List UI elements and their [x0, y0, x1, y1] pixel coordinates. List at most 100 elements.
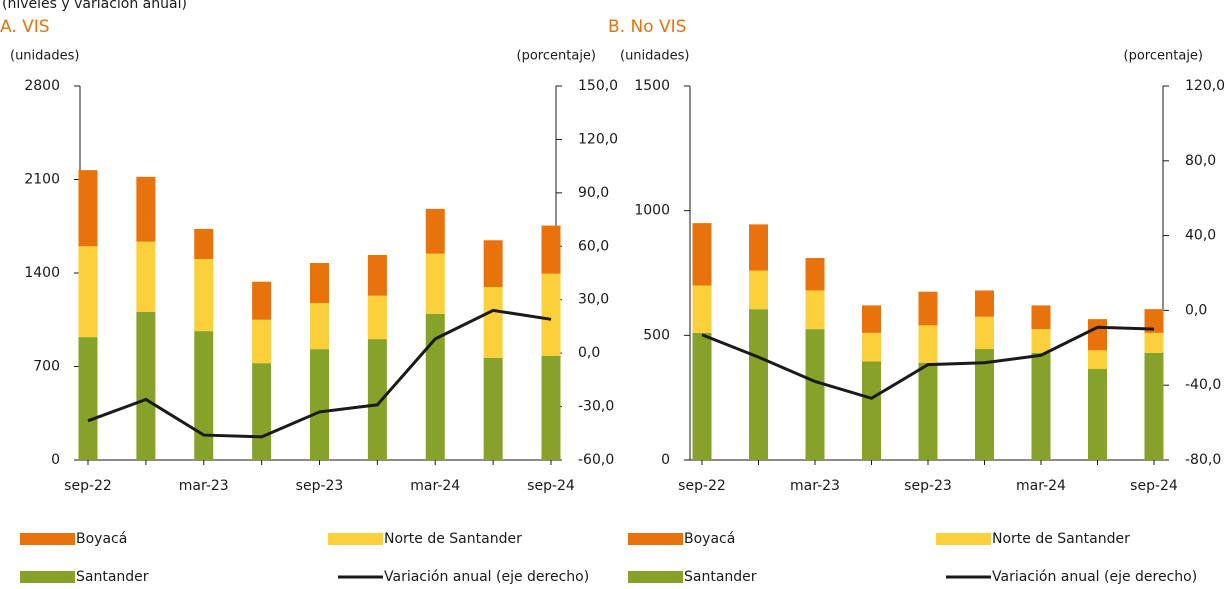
y-axis-label: (unidades) — [620, 49, 689, 64]
y2-axis-label: (porcentaje) — [517, 49, 596, 64]
bar-segment — [1088, 319, 1107, 351]
bar-segment — [310, 262, 329, 304]
bar-segment — [1031, 352, 1051, 460]
bar-segment — [425, 208, 445, 254]
y2-axis-label: (porcentaje) — [1124, 49, 1203, 64]
x-tick-label: mar-24 — [1016, 478, 1066, 494]
bar-segment — [252, 363, 272, 460]
y2-tick-label: -40,0 — [1185, 377, 1221, 393]
x-tick-label: sep-22 — [64, 478, 112, 494]
x-tick-label: mar-24 — [410, 478, 460, 494]
bar-segment — [1031, 305, 1051, 330]
bar-segment — [1144, 332, 1164, 353]
legend-swatch — [328, 533, 383, 545]
bar-segment — [1144, 352, 1164, 460]
y-tick-label: 1000 — [634, 203, 670, 219]
y2-tick-label: 30,0 — [578, 292, 609, 308]
bar-segment — [310, 303, 329, 350]
y-tick-label: 1400 — [24, 265, 60, 281]
bar-segment — [483, 357, 503, 460]
y-tick-label: 2100 — [24, 172, 60, 188]
y2-tick-label: -30,0 — [578, 399, 614, 415]
y2-tick-label: -80,0 — [1185, 452, 1221, 468]
bar-segment — [541, 355, 561, 460]
y-tick-label: 0 — [51, 452, 60, 468]
bar-segment — [1088, 350, 1107, 369]
legend-swatch — [936, 533, 991, 545]
bar-segment — [975, 316, 994, 350]
bar-segment — [692, 223, 712, 286]
legend-label: Santander — [684, 569, 757, 585]
x-tick-label: sep-24 — [527, 478, 575, 494]
bar-segment — [367, 254, 387, 296]
bar-segment — [78, 337, 98, 460]
bar-segment — [194, 331, 214, 460]
bar-segment — [975, 349, 994, 460]
bar-segment — [749, 309, 768, 460]
bar-segment — [862, 305, 881, 333]
y-tick-label: 500 — [643, 327, 670, 343]
legend-label: Norte de Santander — [992, 531, 1130, 547]
bar-segment — [541, 273, 561, 356]
bar-segment — [367, 295, 387, 340]
chart-title: A. VIS — [0, 17, 50, 37]
bar-segment — [1031, 329, 1051, 353]
bar-segment — [483, 240, 503, 288]
y-tick-label: 2800 — [24, 78, 60, 94]
y2-tick-label: 0,0 — [578, 345, 600, 361]
bar-segment — [805, 329, 825, 460]
bar-segment — [918, 291, 938, 326]
bar-segment — [78, 170, 98, 247]
bar-segment — [194, 258, 214, 332]
bar-segment — [749, 270, 768, 310]
bar-segment — [483, 287, 503, 358]
x-tick-label: sep-24 — [1130, 478, 1178, 494]
x-tick-label: mar-23 — [179, 478, 229, 494]
bar-segment — [918, 325, 938, 363]
x-tick-label: sep-23 — [904, 478, 952, 494]
y2-tick-label: 40,0 — [1185, 228, 1216, 244]
y-tick-label: 700 — [33, 359, 60, 375]
bar-segment — [692, 285, 712, 333]
y2-tick-label: 120,0 — [1185, 78, 1225, 94]
y-tick-label: 1500 — [634, 78, 670, 94]
y-tick-label: 0 — [661, 452, 670, 468]
y2-tick-label: 150,0 — [578, 78, 618, 94]
y2-tick-label: 60,0 — [578, 238, 609, 254]
legend-swatch — [20, 571, 75, 583]
legend-swatch — [628, 533, 683, 545]
legend-swatch — [20, 533, 75, 545]
bar-segment — [1144, 309, 1164, 333]
bar-segment — [310, 349, 329, 460]
legend-label: Boyacá — [76, 531, 127, 547]
bar-segment — [862, 332, 881, 362]
bar-segment — [975, 290, 994, 317]
bar-segment — [749, 224, 768, 271]
y2-tick-label: 120,0 — [578, 131, 618, 147]
bar-segment — [692, 332, 712, 460]
bar-segment — [862, 361, 881, 460]
bar-segment — [1088, 368, 1107, 460]
bar-segment — [252, 281, 272, 320]
bar-segment — [78, 246, 98, 338]
bar-segment — [425, 253, 445, 314]
line-series — [701, 325, 1155, 400]
legend-label: Santander — [76, 569, 149, 585]
x-tick-label: mar-23 — [790, 478, 840, 494]
bar-segment — [136, 176, 156, 242]
bar-segment — [918, 362, 938, 460]
legend-label: Boyacá — [684, 531, 735, 547]
y2-tick-label: 0,0 — [1185, 302, 1207, 318]
x-tick-label: sep-23 — [296, 478, 344, 494]
bar-segment — [194, 228, 214, 259]
chart-title: B. No VIS — [608, 17, 686, 37]
bar-segment — [425, 313, 445, 460]
y2-tick-label: 90,0 — [578, 185, 609, 201]
y-axis-label: (unidades) — [10, 49, 79, 64]
y2-tick-label: 80,0 — [1185, 153, 1216, 169]
bar-segment — [367, 339, 387, 460]
legend-label: Norte de Santander — [384, 531, 522, 547]
x-tick-label: sep-22 — [678, 478, 726, 494]
bar-segment — [805, 290, 825, 330]
legend-label: Variación anual (eje derecho) — [384, 569, 589, 585]
